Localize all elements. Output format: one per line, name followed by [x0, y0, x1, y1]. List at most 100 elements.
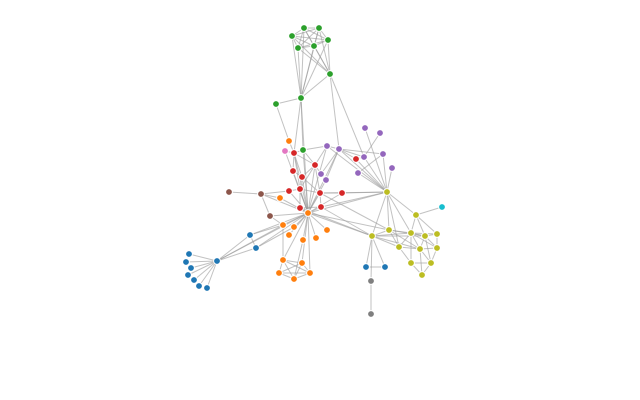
graph-node[interactable]: [322, 176, 330, 184]
graph-node[interactable]: [367, 310, 375, 318]
graph-edge: [206, 260, 218, 289]
graph-node[interactable]: [279, 256, 287, 264]
graph-node[interactable]: [203, 284, 211, 292]
graph-edge: [190, 260, 218, 269]
graph-node[interactable]: [354, 169, 362, 177]
graph-node[interactable]: [438, 203, 446, 211]
graph-node[interactable]: [317, 203, 325, 211]
graph-node[interactable]: [289, 167, 297, 175]
nodes-layer: [182, 24, 446, 318]
graph-node[interactable]: [299, 236, 307, 244]
graph-node[interactable]: [281, 147, 289, 155]
graph-node[interactable]: [190, 276, 198, 284]
graph-edge: [307, 192, 343, 214]
graph-node[interactable]: [395, 243, 403, 251]
graph-node[interactable]: [323, 226, 331, 234]
graph-node[interactable]: [213, 257, 221, 265]
graph-node[interactable]: [323, 142, 331, 150]
graph-node[interactable]: [266, 212, 274, 220]
graph-node[interactable]: [367, 277, 375, 285]
graph-node[interactable]: [246, 231, 254, 239]
graph-edge: [388, 229, 421, 250]
graph-node[interactable]: [311, 161, 319, 169]
graph-node[interactable]: [368, 232, 376, 240]
graph-node[interactable]: [272, 100, 280, 108]
graph-node[interactable]: [195, 282, 203, 290]
graph-node[interactable]: [294, 44, 302, 52]
graph-node[interactable]: [252, 244, 260, 252]
graph-edge: [415, 214, 438, 235]
graph-edge: [313, 45, 331, 75]
graph-node[interactable]: [298, 259, 306, 267]
graph-node[interactable]: [418, 271, 426, 279]
graph-node[interactable]: [285, 231, 293, 239]
graph-node[interactable]: [182, 258, 190, 266]
graph-node[interactable]: [290, 149, 298, 157]
graph-node[interactable]: [187, 264, 195, 272]
graph-edge: [307, 212, 328, 231]
graph-edge: [386, 167, 393, 193]
graph-node[interactable]: [388, 164, 396, 172]
graph-node[interactable]: [427, 259, 435, 267]
graph-node[interactable]: [362, 263, 370, 271]
graph-node[interactable]: [304, 209, 312, 217]
graph-node[interactable]: [317, 170, 325, 178]
graph-node[interactable]: [433, 230, 441, 238]
graph-node[interactable]: [407, 259, 415, 267]
graph-node[interactable]: [360, 153, 368, 161]
graph-node[interactable]: [335, 145, 343, 153]
graph-edge: [320, 191, 388, 208]
graph-node[interactable]: [412, 211, 420, 219]
graph-node[interactable]: [290, 275, 298, 283]
graph-node[interactable]: [306, 269, 314, 277]
graph-node[interactable]: [300, 24, 308, 32]
graph-node[interactable]: [379, 150, 387, 158]
graph-node[interactable]: [381, 263, 389, 271]
graph-edge: [302, 149, 309, 214]
graph-edge: [301, 176, 309, 214]
graph-node[interactable]: [279, 221, 287, 229]
graph-node[interactable]: [433, 244, 441, 252]
graph-node[interactable]: [276, 194, 284, 202]
graph-node[interactable]: [225, 188, 233, 196]
graph-node[interactable]: [185, 250, 193, 258]
graph-node[interactable]: [299, 146, 307, 154]
graph-node[interactable]: [285, 187, 293, 195]
graph-node[interactable]: [315, 24, 323, 32]
graph-node[interactable]: [361, 124, 369, 132]
graph-edge: [249, 224, 284, 236]
graph-edge: [255, 226, 295, 249]
graph-node[interactable]: [324, 36, 332, 44]
graph-node[interactable]: [421, 232, 429, 240]
graph-node[interactable]: [416, 245, 424, 253]
graph-edge: [303, 27, 329, 41]
graph-edge: [386, 191, 412, 234]
graph-node[interactable]: [290, 223, 298, 231]
graph-node[interactable]: [310, 42, 318, 50]
graph-node[interactable]: [257, 190, 265, 198]
graph-node[interactable]: [184, 271, 192, 279]
graph-node[interactable]: [383, 188, 391, 196]
graph-node[interactable]: [316, 189, 324, 197]
graph-node[interactable]: [312, 234, 320, 242]
graph-node[interactable]: [275, 269, 283, 277]
graph-edge: [371, 235, 400, 248]
graph-edge: [365, 235, 373, 268]
graph-edge: [198, 260, 218, 287]
graph-node[interactable]: [338, 189, 346, 197]
graph-node[interactable]: [285, 137, 293, 145]
graph-node[interactable]: [352, 155, 360, 163]
graph-node[interactable]: [385, 226, 393, 234]
graph-node[interactable]: [296, 204, 304, 212]
graph-node[interactable]: [288, 32, 296, 40]
graph-node[interactable]: [376, 129, 384, 137]
graph-edge: [216, 224, 284, 262]
graph-node[interactable]: [297, 94, 305, 102]
graph-node[interactable]: [326, 70, 334, 78]
links-layer: [185, 27, 443, 314]
graph-node[interactable]: [298, 173, 306, 181]
graph-edge: [275, 103, 290, 142]
graph-edge: [382, 153, 388, 193]
graph-node[interactable]: [296, 185, 304, 193]
graph-node[interactable]: [407, 229, 415, 237]
